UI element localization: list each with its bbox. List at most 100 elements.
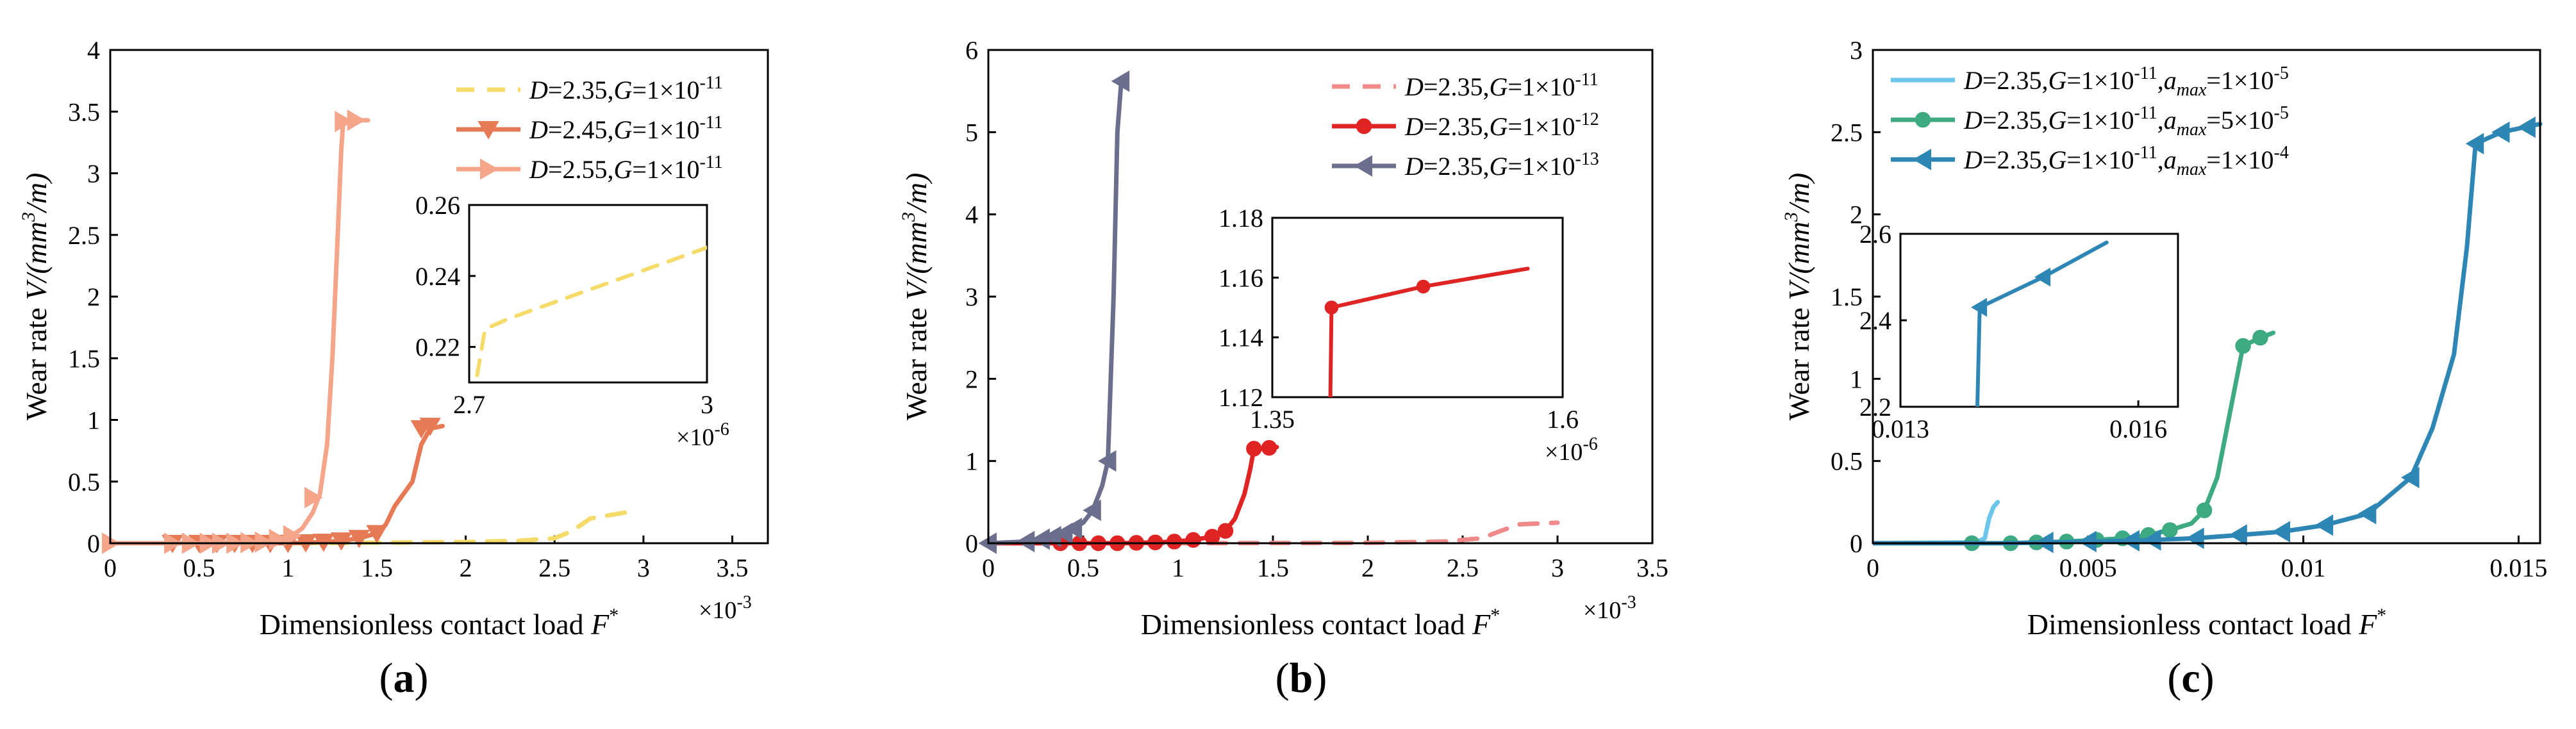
y-tick-label: 3 bbox=[965, 283, 978, 311]
inset-a-series-1-line bbox=[475, 245, 707, 377]
x-tick-label: 0.01 bbox=[2281, 553, 2326, 582]
y-tick-label: 3.5 bbox=[68, 97, 100, 126]
series-b-3-marker bbox=[1098, 450, 1117, 472]
x-tick-label: 0 bbox=[982, 553, 995, 582]
inset-x-tick-label: 1.6 bbox=[1547, 405, 1579, 434]
y-tick-label: 5 bbox=[965, 118, 978, 147]
x-tick-label: 0.5 bbox=[183, 553, 215, 582]
series-a-2-line bbox=[110, 423, 445, 546]
y-tick-label: 0 bbox=[1850, 529, 1863, 558]
inset-background bbox=[1271, 217, 1564, 398]
y-tick-label: 3 bbox=[87, 160, 100, 188]
plot-frame bbox=[109, 49, 769, 545]
x-tick-label: 2.5 bbox=[538, 553, 570, 582]
inset-b: 1.35 1.6 1.12 1.14 1.16 1.18 ×10-6 bbox=[1218, 204, 1598, 466]
legend-entry-label: D=2.35,G=1×10-13​ bbox=[1404, 149, 1599, 181]
x-axis-label: Dimensionless contact load F* bbox=[1141, 605, 1500, 641]
panel-a: 0 0.5 1 1.5 2 2.5 3 3.5 0 0.5 1 1.5 2 2.5 3 3.5 4 Dimensi… bbox=[18, 36, 769, 701]
x-tick-label: 1.5 bbox=[1257, 553, 1289, 582]
series-a-3-marker bbox=[347, 109, 366, 131]
inset-c-series-1-marker bbox=[1971, 298, 1988, 317]
series-c-3-marker bbox=[2143, 529, 2161, 551]
y-tick-label: 1.5 bbox=[68, 344, 100, 373]
series-c-3-marker bbox=[2357, 503, 2377, 525]
series-b-3-marker bbox=[1031, 528, 1050, 550]
series-c-2-marker bbox=[2162, 522, 2178, 538]
inset-x-tick-label: 1.35 bbox=[1250, 405, 1295, 434]
panel-c: 0 0.005 0.01 0.015 0 0.5 1 1.5 2 2.5 3 Dimensionles… bbox=[1781, 36, 2547, 701]
y-tick-label: 2 bbox=[965, 364, 978, 393]
x-tick-label: 1 bbox=[1172, 553, 1184, 582]
series-b-2-marker bbox=[1261, 439, 1277, 456]
series-b-2-marker bbox=[1217, 523, 1234, 539]
y-tick-label: 0.5 bbox=[68, 468, 100, 496]
x-tick-label: 0 bbox=[104, 553, 117, 582]
series-a-3-marker bbox=[304, 487, 323, 509]
series-b-3-marker bbox=[1111, 70, 1130, 92]
series-c-2-marker bbox=[2252, 329, 2268, 346]
series-c-3-marker bbox=[2121, 530, 2140, 552]
y-tick-label: 1 bbox=[965, 447, 978, 476]
series-c-2-marker bbox=[2235, 338, 2251, 354]
y-tick-label: 6 bbox=[965, 36, 978, 65]
inset-y-tick-label: 1.12 bbox=[1218, 383, 1263, 412]
series-a-2-marker bbox=[419, 418, 441, 436]
series-c-1-line bbox=[1873, 500, 2000, 546]
inset-y-tick-label: 2.6 bbox=[1859, 220, 1891, 249]
inset-y-tick-label: 1.16 bbox=[1218, 263, 1263, 292]
series-a-3-marker bbox=[283, 525, 302, 547]
y-tick-label: 4 bbox=[965, 201, 978, 229]
y-tick-label: 2.5 bbox=[68, 221, 100, 250]
inset-y-tick-label: 0.22 bbox=[415, 333, 460, 362]
panel-label: (c) bbox=[2167, 655, 2214, 701]
series-b-3-marker bbox=[1063, 518, 1083, 539]
x-tick-label: 2 bbox=[1361, 553, 1374, 582]
inset-multiplier: ×10-6 bbox=[676, 420, 729, 451]
x-tick-label: 1 bbox=[281, 553, 294, 582]
inset-background bbox=[468, 204, 708, 384]
y-tick-label: 1 bbox=[1850, 364, 1863, 393]
inset-c: 0.013 0.016 2.2 2.4 2.6 bbox=[1859, 220, 2179, 443]
legend-entry-label: D=2.35,G=1×10-11​,amax​=1×10-4​ bbox=[1963, 143, 2289, 179]
panel-label: (a) bbox=[379, 655, 429, 701]
series-c-3-marker bbox=[2078, 530, 2097, 553]
series-c-3-marker bbox=[2401, 466, 2420, 489]
x-tick-label: 3.5 bbox=[1636, 553, 1668, 582]
inset-y-tick-label: 0.26 bbox=[415, 191, 460, 220]
y-axis-label: Wear rate V/(mm3/m) bbox=[1781, 173, 1815, 421]
series-a-3-marker bbox=[254, 531, 273, 553]
x-tick-label: 2.5 bbox=[1447, 553, 1479, 582]
x-multiplier: ×10-3 bbox=[1583, 593, 1636, 624]
legend-marker bbox=[1354, 155, 1372, 177]
legend-entry-label: D=2.35,G=1×10-11​ bbox=[1404, 70, 1599, 101]
series-a-2-marker bbox=[366, 525, 388, 544]
x-tick-label: 3 bbox=[637, 553, 650, 582]
y-axis-label: Wear rate V/(mm3/m) bbox=[18, 173, 53, 421]
inset-y-tick-label: 2.4 bbox=[1859, 306, 1891, 335]
x-tick-label: 0 bbox=[1866, 553, 1879, 582]
x-axis-label: Dimensionless contact load F* bbox=[2027, 605, 2387, 641]
series-c-2-marker bbox=[2196, 502, 2213, 518]
series-c-3-marker bbox=[2314, 514, 2334, 536]
x-multiplier: ×10-3 bbox=[699, 593, 752, 624]
y-tick-label: 2 bbox=[87, 283, 100, 311]
x-tick-label: 0.005 bbox=[2059, 553, 2117, 582]
legend-marker bbox=[1356, 118, 1372, 135]
y-tick-label: 1 bbox=[87, 406, 100, 435]
series-a-2-marker bbox=[348, 530, 370, 548]
y-tick-label: 1.5 bbox=[1831, 283, 1863, 311]
y-tick-label: 0 bbox=[965, 529, 978, 558]
series-c-3-marker bbox=[2229, 524, 2247, 546]
legend-entry-label: D=2.35,G=1×10-11​,amax​=1×10-5​ bbox=[1963, 63, 2289, 100]
x-tick-label: 0.5 bbox=[1067, 553, 1099, 582]
inset-a: 2.7 3 0.22 0.24 0.26 ×10-6 bbox=[415, 191, 729, 451]
series-b-2-line bbox=[988, 445, 1279, 546]
inset-y-tick-label: 1.18 bbox=[1218, 204, 1263, 233]
y-tick-label: 3 bbox=[1850, 36, 1863, 65]
y-tick-label: 0.5 bbox=[1831, 447, 1863, 476]
x-tick-label: 0.015 bbox=[2489, 553, 2547, 582]
inset-y-tick-label: 0.24 bbox=[415, 262, 460, 291]
panel-b: 0 0.5 1 1.5 2 2.5 3 3.5 0 1 2 3 4 5 6 Dimensionless con… bbox=[898, 36, 1668, 701]
series-c-3-marker bbox=[2491, 121, 2510, 143]
